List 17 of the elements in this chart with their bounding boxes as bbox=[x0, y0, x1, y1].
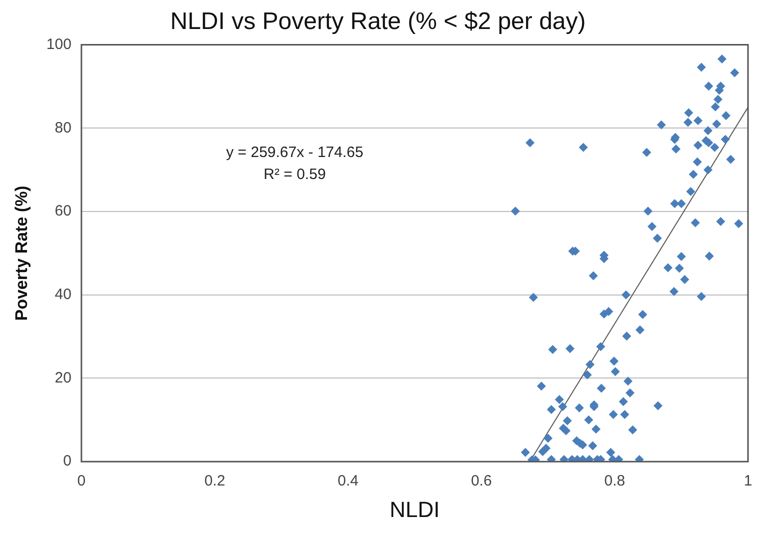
y-tick-label: 40 bbox=[54, 286, 72, 304]
x-tick-label: 0.6 bbox=[470, 472, 492, 490]
y-axis-title: Poverty Rate (%) bbox=[12, 186, 31, 321]
x-tick-label: 0.8 bbox=[604, 472, 626, 490]
y-tick-label: 100 bbox=[46, 36, 72, 53]
x-tick-label: 0 bbox=[77, 472, 86, 490]
annotation: y = 259.67x - 174.65 bbox=[226, 144, 364, 161]
chart-title: NLDI vs Poverty Rate (% < $2 per day) bbox=[170, 8, 586, 36]
x-tick-label: 0.2 bbox=[204, 472, 226, 490]
y-tick-label: 20 bbox=[54, 369, 72, 386]
y-tick-label: 0 bbox=[63, 452, 72, 470]
annotation: R² = 0.59 bbox=[264, 166, 326, 183]
x-axis-title: NLDI bbox=[390, 496, 440, 522]
y-tick-label: 80 bbox=[54, 119, 72, 136]
x-tick-label: 1 bbox=[744, 472, 752, 490]
y-tick-label: 60 bbox=[54, 202, 72, 220]
x-tick-label: 0.4 bbox=[338, 472, 358, 490]
